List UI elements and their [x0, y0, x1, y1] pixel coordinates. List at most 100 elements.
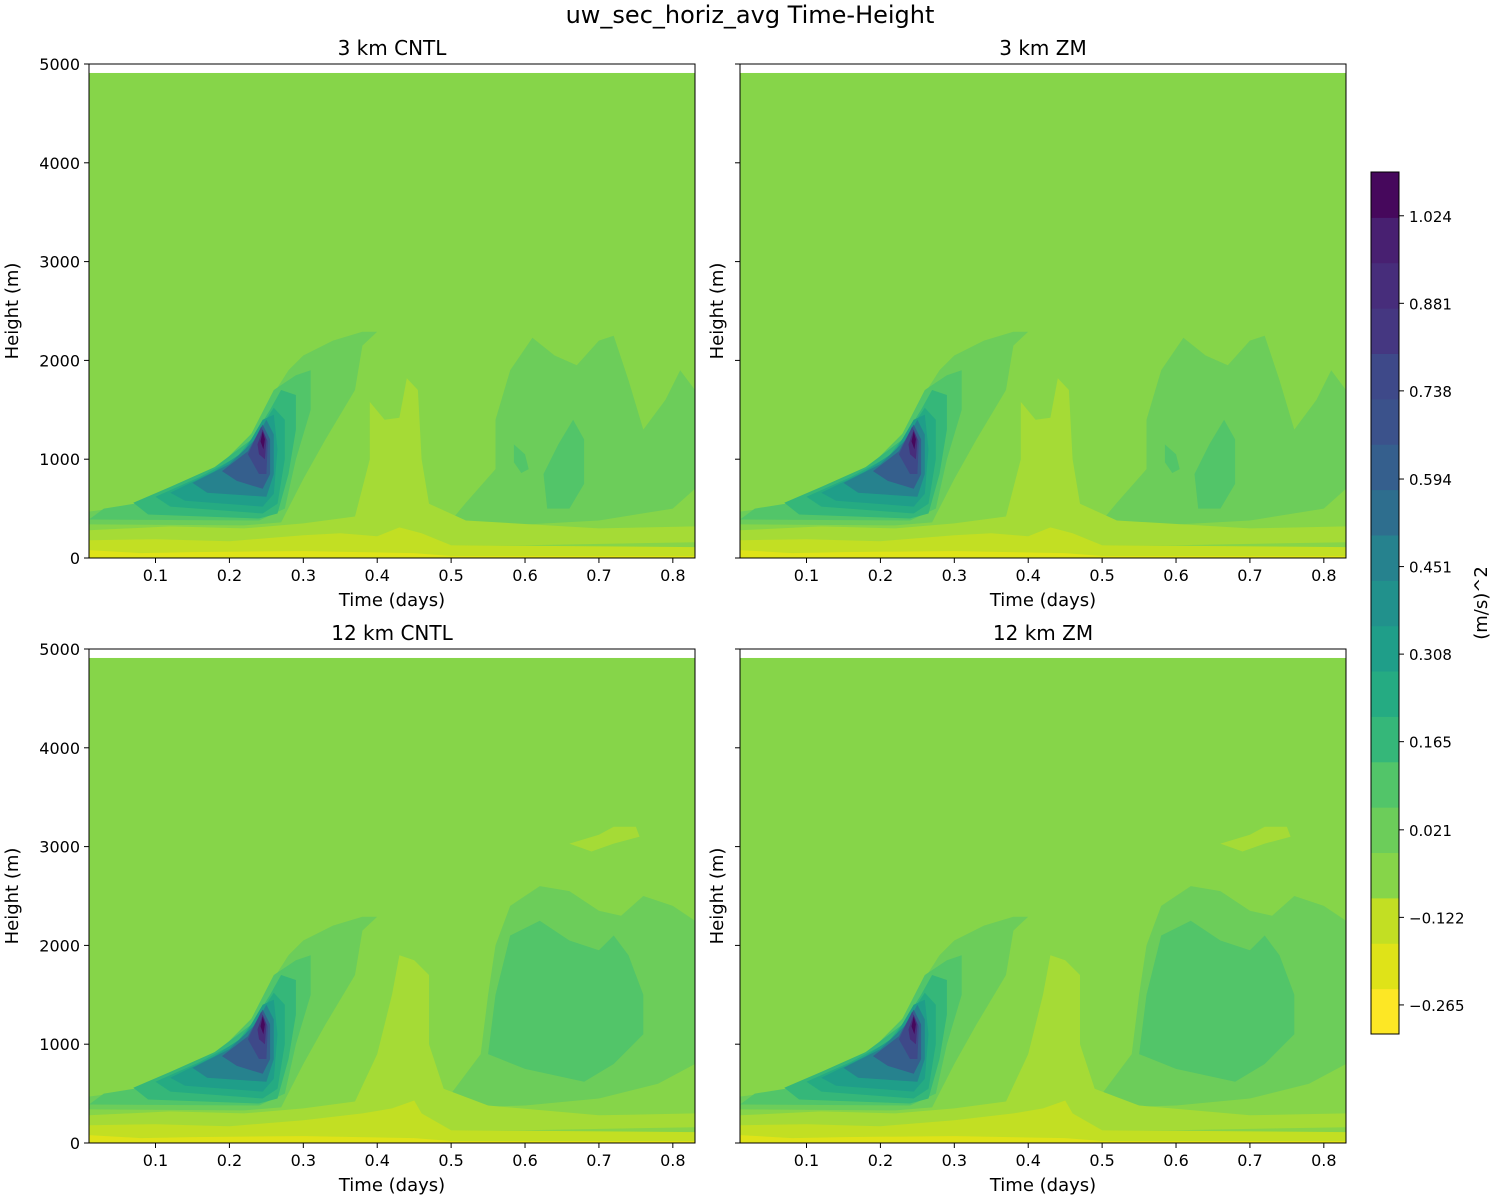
y-tick-label: 5000 [39, 55, 80, 74]
y-tick-label: 5000 [39, 640, 80, 659]
contour-region-15 [740, 1100, 1346, 1143]
colorbar-tick-label: 0.881 [1409, 295, 1452, 313]
x-tick-label: 0.5 [1089, 566, 1114, 585]
contour-region-4 [1220, 826, 1291, 852]
contour-region-4 [513, 444, 529, 473]
figure-title: uw_sec_horiz_avg Time-Height [565, 1, 935, 29]
colorbar-tick-label: 0.021 [1409, 822, 1452, 840]
contour-region-14 [740, 955, 1346, 1132]
x-tick-label: 0.4 [364, 566, 389, 585]
colorbar-tick-label: 0.738 [1409, 383, 1452, 401]
x-tick-label: 0.2 [868, 566, 893, 585]
contour-region-3 [488, 920, 644, 1082]
y-tick-label: 1000 [39, 450, 80, 469]
x-tick-label: 0.5 [438, 566, 463, 585]
contour-region-4 [1164, 444, 1180, 473]
contour-region-15 [89, 1100, 695, 1143]
colorbar-band [1371, 489, 1399, 536]
contour-region-3 [1194, 419, 1236, 509]
colorbar-tick-label: −0.122 [1409, 909, 1465, 927]
colorbar-frame [1370, 171, 1400, 1035]
colorbar-tick-label: −0.265 [1409, 997, 1465, 1015]
x-tick-label: 0.8 [1311, 566, 1336, 585]
colorbar-band [1371, 444, 1399, 491]
contour-region-15 [89, 527, 695, 558]
x-axis-label: Time (days) [989, 590, 1096, 611]
colorbar-band [1371, 897, 1399, 944]
x-tick-label: 0.4 [1015, 1151, 1040, 1170]
x-tick-label: 0.7 [1237, 566, 1262, 585]
colorbar-band [1371, 807, 1399, 854]
colorbar-band [1371, 852, 1399, 899]
colorbar-band [1371, 761, 1399, 808]
axes-frame [88, 63, 696, 559]
x-axis-label: Time (days) [989, 1175, 1096, 1196]
y-tick-label: 2000 [39, 936, 80, 955]
x-tick-label: 0.2 [217, 1151, 242, 1170]
y-axis-label: Height (m) [2, 263, 23, 360]
x-tick-label: 0.4 [364, 1151, 389, 1170]
x-tick-label: 0.3 [291, 566, 316, 585]
colorbar-label: (m/s)^2 [1471, 566, 1492, 640]
x-tick-label: 0.4 [1015, 566, 1040, 585]
contour-fill [89, 657, 695, 1143]
y-tick-label: 0 [70, 549, 80, 568]
colorbar-band [1371, 353, 1399, 400]
colorbar-band [1371, 943, 1399, 990]
colorbar-band [1371, 217, 1399, 264]
colorbar-band [1371, 172, 1399, 218]
contour-region-16 [89, 1135, 695, 1143]
colorbar-band [1371, 308, 1399, 354]
x-tick-label: 0.6 [1163, 1151, 1188, 1170]
subplot-title: 12 km CNTL [331, 621, 453, 645]
contour-region-16 [740, 550, 1346, 558]
subplot-2: 3 km ZM 0.1 0.2 0.3 0.4 0.5 0.6 0.7 0.8 Time (day… [707, 36, 1347, 611]
contour-fill [89, 72, 695, 558]
axes-frame [88, 648, 696, 1144]
y-axis-label: Height (m) [707, 263, 728, 360]
axes-frame [739, 648, 1347, 1144]
colorbar-tick-label: 0.594 [1409, 471, 1452, 489]
x-tick-label: 0.3 [942, 566, 967, 585]
x-tick-label: 0.3 [291, 1151, 316, 1170]
colorbar-tick-label: 1.024 [1409, 208, 1452, 226]
x-tick-label: 0.2 [868, 1151, 893, 1170]
contour-region-16 [740, 1135, 1346, 1143]
y-tick-label: 4000 [39, 154, 80, 173]
x-tick-label: 0.7 [1237, 1151, 1262, 1170]
x-tick-label: 0.3 [942, 1151, 967, 1170]
contour-region-16 [89, 550, 695, 558]
y-tick-label: 3000 [39, 253, 80, 272]
colorbar-tick-label: 0.308 [1409, 646, 1452, 664]
subplot-4: 12 km ZM 0.1 0.2 0.3 0.4 0.5 0.6 0.7 0.8 Time (da… [707, 621, 1347, 1196]
axes-frame [739, 63, 1347, 559]
subplot-3: 12 km CNTL 0.1 0.2 0.3 0.4 0.5 0.6 0.7 0.8 Time (… [2, 621, 696, 1196]
x-tick-label: 0.6 [512, 566, 537, 585]
contour-fill [740, 657, 1346, 1143]
contour-fill [740, 72, 1346, 558]
x-tick-label: 0.6 [1163, 566, 1188, 585]
subplot-1: 3 km CNTL 0.1 0.2 0.3 0.4 0.5 0.6 0.7 0.8 Time (d… [2, 36, 696, 611]
contour-region-13 [911, 431, 916, 450]
x-tick-label: 0.1 [794, 566, 819, 585]
x-axis-label: Time (days) [338, 1175, 445, 1196]
y-tick-label: 3000 [39, 838, 80, 857]
x-tick-label: 0.8 [1311, 1151, 1336, 1170]
colorbar-band [1371, 262, 1399, 309]
subplot-title: 12 km ZM [993, 621, 1093, 645]
x-tick-label: 0.5 [1089, 1151, 1114, 1170]
contour-region-4 [569, 826, 640, 852]
x-tick-label: 0.6 [512, 1151, 537, 1170]
colorbar-band [1371, 716, 1399, 763]
contour-region-13 [260, 431, 265, 450]
contour-region-13 [260, 1016, 265, 1035]
contour-region-14 [89, 955, 695, 1132]
x-tick-label: 0.7 [586, 566, 611, 585]
colorbar-tick-label: 0.165 [1409, 734, 1452, 752]
contour-region-15 [740, 527, 1346, 558]
x-tick-label: 0.2 [217, 566, 242, 585]
contour-region-14 [89, 378, 695, 547]
subplot-title: 3 km ZM [999, 36, 1086, 60]
subplot-title: 3 km CNTL [338, 36, 448, 60]
